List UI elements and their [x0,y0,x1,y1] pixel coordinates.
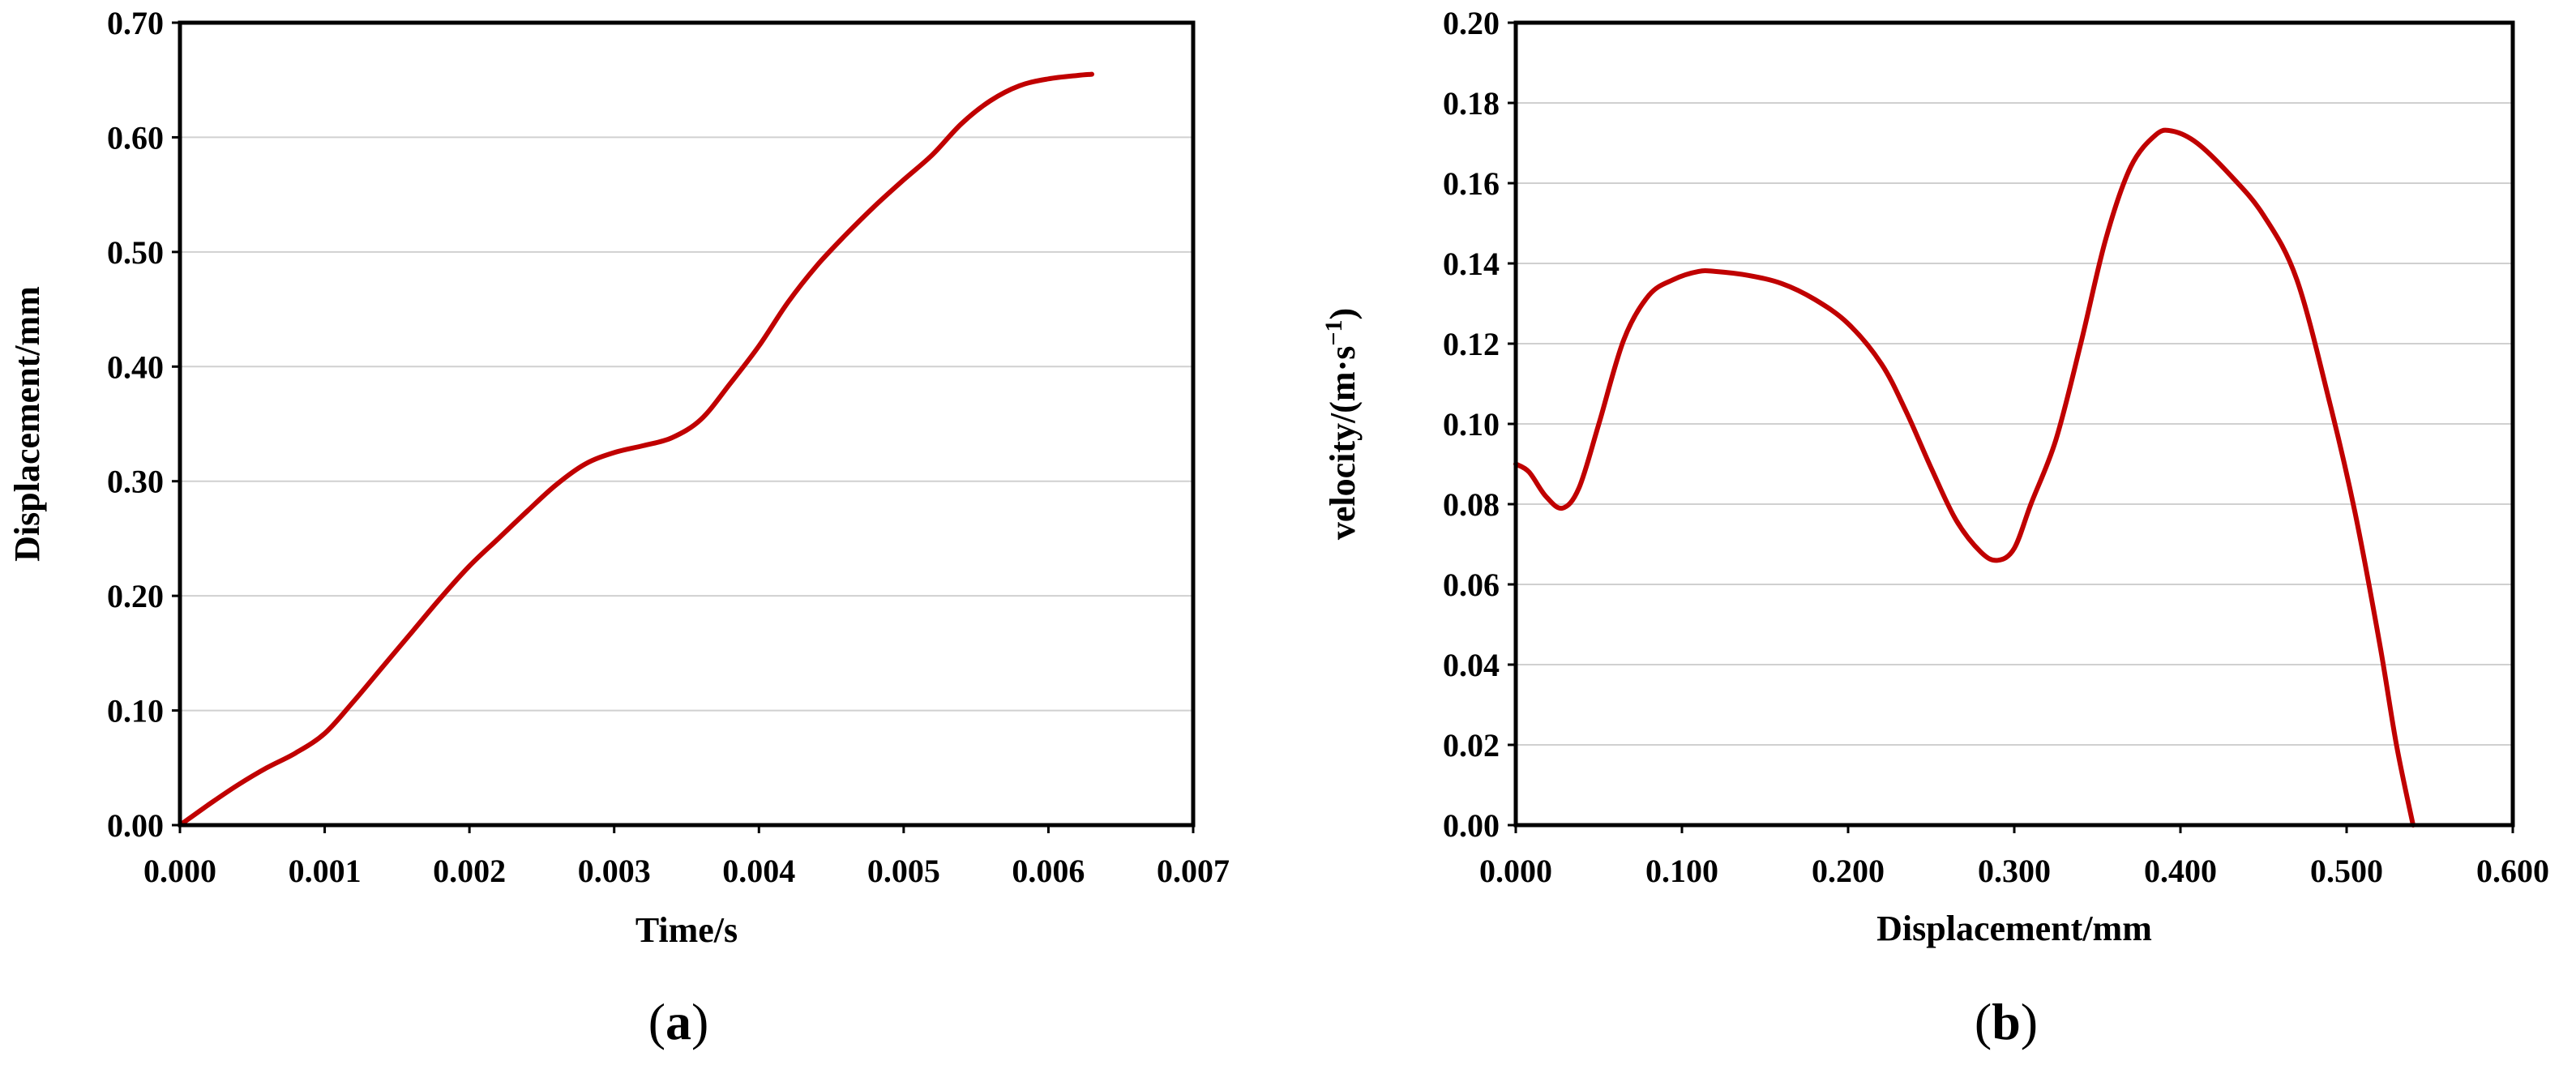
x-tick-label: 0.000 [143,853,216,889]
y-tick-label: 0.08 [1443,486,1500,523]
x-tick-label: 0.005 [867,853,940,889]
y-tick-label: 0.12 [1443,326,1500,362]
grid-lines [180,136,1193,712]
y-tick-label: 0.00 [107,807,164,844]
panel-letter: a [665,993,691,1050]
x-tick-label: 0.100 [1645,853,1718,889]
x-ticks: 0.000 0.001 0.002 0.003 0.004 0.005 0.006 0.007 [143,825,1230,889]
chart-b-svg: 0.00 0.02 0.04 0.06 0.08 0.10 0.12 0.14 0.16 0.18… [1320,5,2550,1050]
x-tick-label: 0.600 [2476,853,2549,889]
panel-label: (a) [648,993,709,1050]
x-tick-label: 0.003 [578,853,651,889]
y-tick-label: 0.16 [1443,165,1500,202]
y-tick-label: 0.02 [1443,727,1500,764]
y-tick-label: 0.00 [1443,807,1500,844]
y-tick-label: 0.30 [107,464,164,500]
x-tick-label: 0.400 [2144,853,2217,889]
y-tick-label: 0.18 [1443,85,1500,122]
y-axis-title-sup: −1 [1320,320,1347,346]
x-tick-label: 0.200 [1812,853,1885,889]
y-axis-title-main: velocity/(m·s [1323,346,1363,541]
y-axis-title: Displacement/mm [7,286,47,562]
y-ticks: 0.00 0.02 0.04 0.06 0.08 0.10 0.12 0.14 0.16 0.18… [1443,5,1516,844]
x-tick-label: 0.007 [1157,853,1230,889]
y-axis-title: velocity/(m·s−1) [1320,308,1363,540]
x-axis-title: Time/s [635,910,738,950]
x-tick-label: 0.500 [2310,853,2383,889]
x-tick-label: 0.006 [1012,853,1085,889]
grid-lines [1516,102,2513,746]
y-tick-label: 0.50 [107,234,164,271]
y-tick-label: 0.40 [107,349,164,385]
y-tick-label: 0.20 [1443,5,1500,41]
y-tick-label: 0.10 [1443,406,1500,443]
x-tick-label: 0.001 [289,853,362,889]
y-tick-label: 0.70 [107,5,164,41]
panel-letter: b [1992,993,2021,1050]
x-tick-label: 0.000 [1479,853,1552,889]
y-tick-label: 0.10 [107,693,164,729]
x-axis-title: Displacement/mm [1876,909,2152,948]
y-tick-label: 0.04 [1443,647,1500,683]
chart-b: 0.00 0.02 0.04 0.06 0.08 0.10 0.12 0.14 0.16 0.18… [1288,0,2576,1074]
chart-a: 0.00 0.10 0.20 0.30 0.40 0.50 0.60 0.70 0.000 0.… [0,0,1288,1074]
series-line-0 [178,71,1094,828]
y-tick-label: 0.60 [107,119,164,156]
series [178,71,1094,828]
y-tick-label: 0.14 [1443,246,1500,282]
y-ticks: 0.00 0.10 0.20 0.30 0.40 0.50 0.60 0.70 [107,5,180,844]
y-axis-title-end: ) [1323,308,1363,320]
x-ticks: 0.000 0.100 0.200 0.300 0.400 0.500 0.600 [1479,825,2549,889]
chart-a-svg: 0.000.100.200.300.400.500.600.70 0.000 0.… [7,5,1230,1050]
x-tick-label: 0.004 [722,853,795,889]
plot-frame [1513,20,2515,828]
series [1513,127,2416,828]
plot-frame [178,20,1196,828]
panel-label: (b) [1975,993,2038,1050]
x-tick-label: 0.002 [433,853,506,889]
x-tick-label: 0.300 [1978,853,2051,889]
y-tick-label: 0.20 [107,578,164,614]
y-tick-label: 0.06 [1443,567,1500,603]
series-line-0 [1513,127,2416,828]
